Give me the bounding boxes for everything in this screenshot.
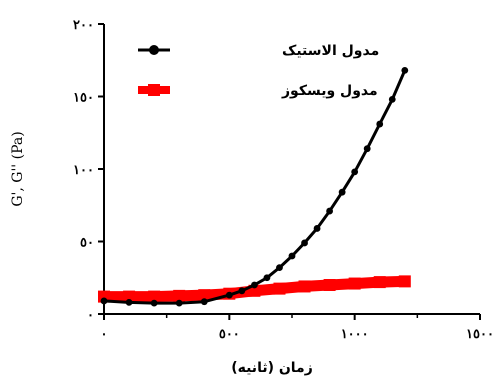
data-point-square: [173, 289, 186, 302]
y-ticks: ٠ ٥٠ ١٠٠ ١٥٠ ٢٠٠: [73, 18, 104, 323]
series-line-elastic: [103, 69, 407, 305]
series-1: [98, 275, 411, 303]
data-point-square: [273, 282, 286, 295]
y-tick-label: ٠: [87, 308, 94, 323]
data-point-square: [123, 290, 136, 303]
legend-marker-square: [148, 84, 160, 96]
y-tick-label: ٥٠: [80, 236, 94, 251]
x-tick-label: ١٠٠٠: [341, 327, 369, 342]
data-point-circle: [125, 299, 133, 306]
data-point-circle: [388, 96, 396, 103]
data-point-square: [398, 275, 411, 288]
y-tick-label: ٢٠٠: [73, 18, 94, 33]
legend-label: مدول ويسکوز: [281, 83, 378, 99]
data-point-square: [323, 279, 336, 291]
data-point-circle: [263, 274, 271, 282]
series-layer: [98, 67, 411, 307]
x-tick-label: ٥٠٠: [219, 327, 240, 342]
data-point-square: [148, 290, 161, 303]
data-point-square: [298, 280, 311, 293]
legend: مدول الاستيک مدول ويسکوز: [138, 43, 379, 99]
data-point-circle: [363, 145, 371, 153]
data-point-circle: [238, 287, 246, 295]
x-tick-label: ٠: [101, 327, 108, 342]
axes: [103, 24, 480, 315]
data-point-square: [373, 276, 386, 289]
data-point-circle: [376, 120, 384, 128]
data-point-circle: [251, 281, 258, 289]
y-axis-title: G', G'' (Pa): [10, 131, 26, 206]
x-axis-title: زمان (ثانيه): [231, 360, 313, 376]
data-point-circle: [200, 298, 208, 306]
legend-label: مدول الاستيک: [282, 43, 379, 59]
y-tick-label: ١٥٠: [73, 91, 94, 106]
data-point-circle: [301, 239, 308, 247]
series-0: [100, 67, 409, 307]
data-point-circle: [338, 188, 346, 196]
y-tick-label: ١٠٠: [73, 163, 94, 178]
data-point-circle: [150, 299, 158, 307]
legend-marker-circle: [149, 45, 159, 55]
data-point-square: [198, 289, 211, 302]
data-point-circle: [351, 168, 359, 176]
data-point-circle: [276, 264, 283, 271]
data-point-square: [348, 277, 361, 290]
x-ticks: ٠ ٥٠٠ ١٠٠٠ ١٥٠٠: [101, 314, 494, 342]
data-point-circle: [288, 252, 296, 260]
data-point-circle: [175, 299, 183, 307]
x-tick-label: ١٥٠٠: [466, 327, 494, 342]
data-point-circle: [225, 291, 233, 299]
data-point-circle: [313, 225, 321, 232]
data-point-circle: [326, 207, 333, 215]
data-point-circle: [100, 297, 108, 305]
data-point-circle: [401, 67, 409, 74]
